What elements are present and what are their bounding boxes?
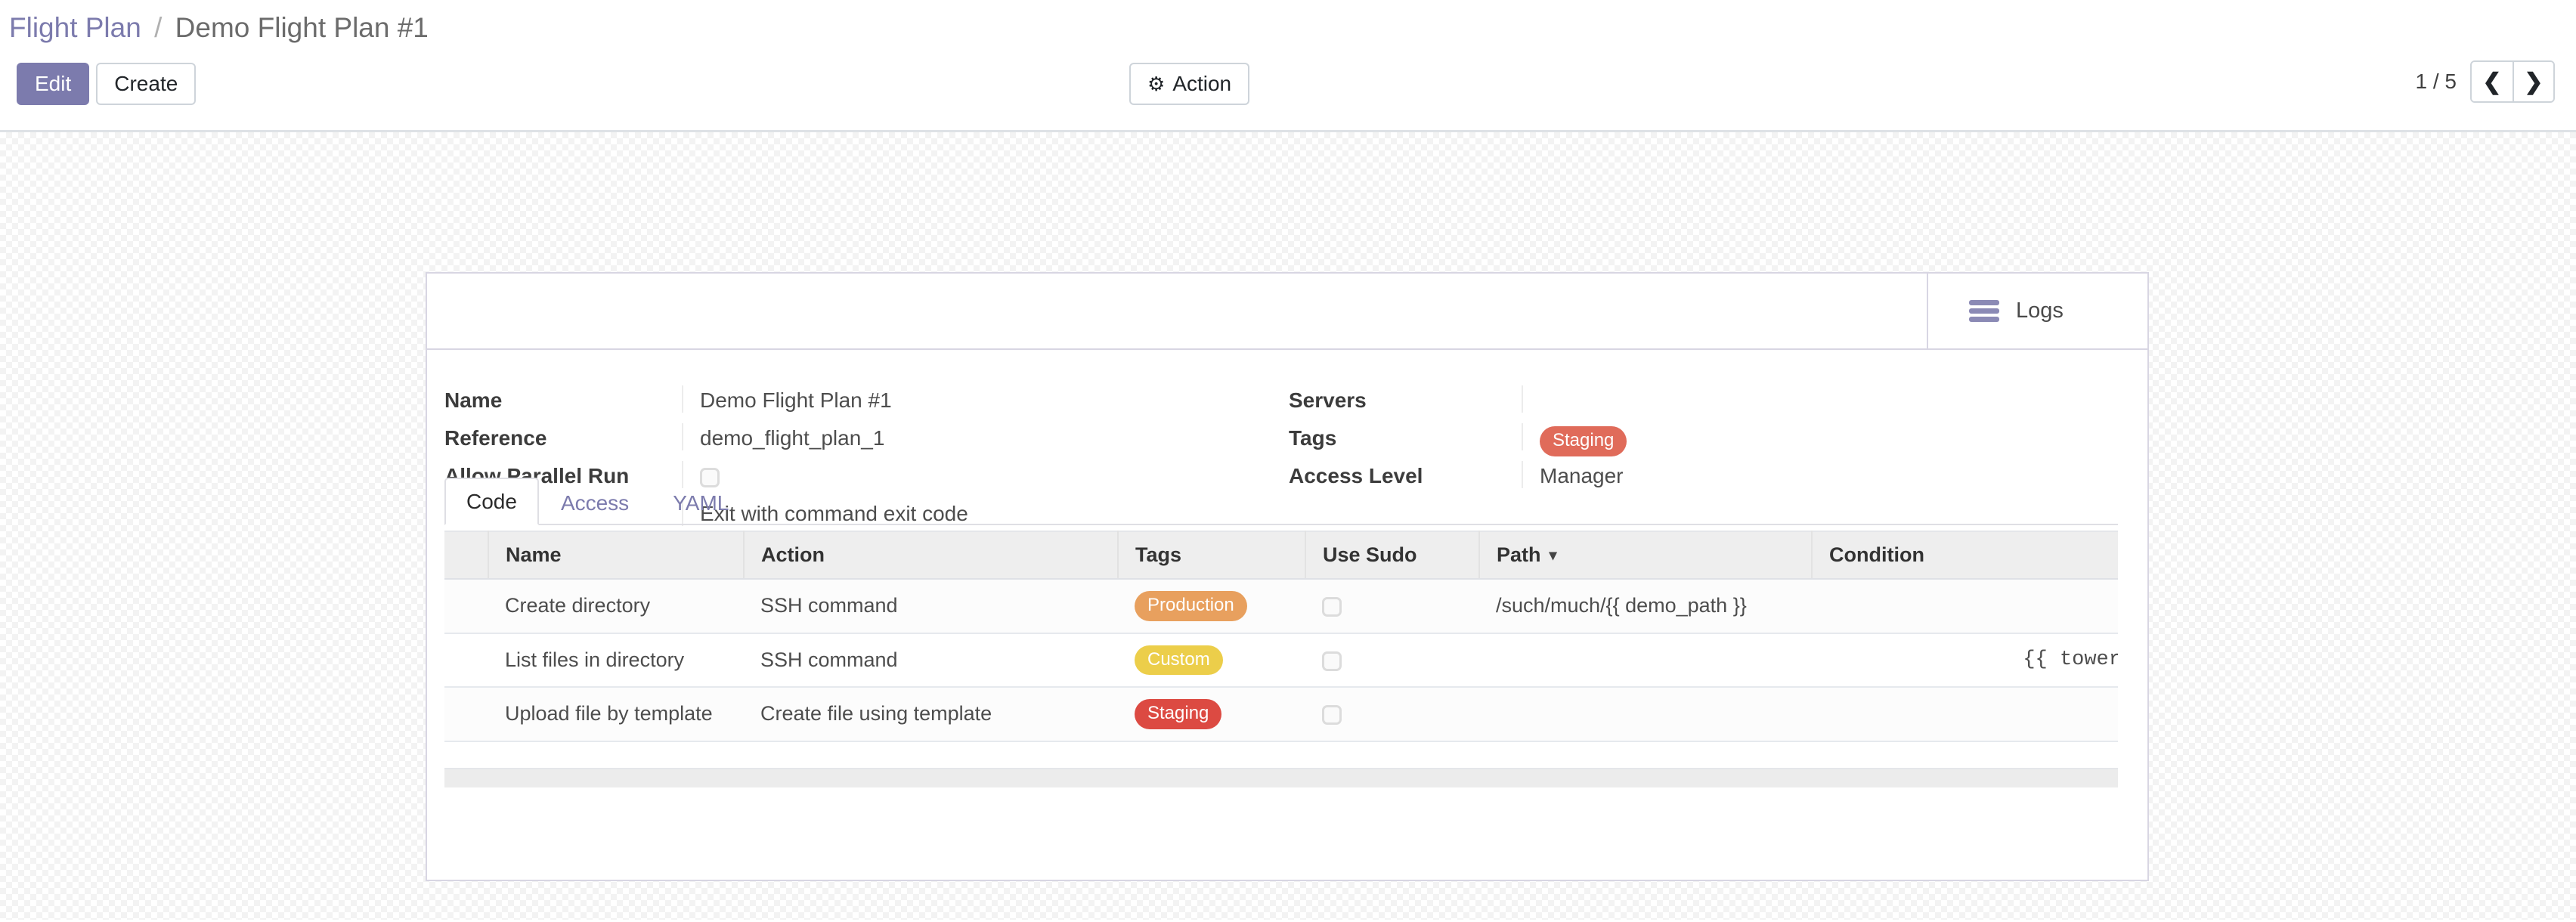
column-header-use-sudo[interactable]: Use Sudo [1305,531,1480,580]
cell-condition [1812,579,2118,634]
field-row-reference: Reference demo_flight_plan_1 [444,423,1215,461]
cell-tags: Staging [1118,687,1305,742]
tab-code[interactable]: Code [444,478,539,525]
row-handle-cell [444,687,488,742]
field-value-allow-parallel-run [683,461,720,488]
field-row-name: Name Demo Flight Plan #1 [444,385,1215,423]
field-label-name: Name [444,385,683,413]
next-record-button[interactable]: ❯ [2513,62,2553,101]
cell-action: SSH command [744,579,1118,634]
field-value-access-level: Manager [1540,464,1624,487]
cell-condition [1812,687,2118,742]
field-row-servers: Servers [1289,385,1969,423]
field-value-on-error: Exit with command exit code [700,502,968,525]
field-label-tags: Tags [1289,423,1523,450]
field-label-access-level: Access Level [1289,461,1523,488]
field-row-access-level: Access Level Manager [1289,461,1969,499]
gear-icon: ⚙ [1147,73,1166,95]
use-sudo-checkbox[interactable] [1322,597,1342,617]
code-lines-table-wrap: Name Action Tags Use Sudo Path ▾ Conditio… [444,531,2118,787]
logs-button-label: Logs [2016,299,2064,323]
field-value-reference: demo_flight_plan_1 [700,426,885,450]
allow-parallel-run-checkbox[interactable] [700,467,720,487]
breadcrumb-current-record: Demo Flight Plan #1 [175,12,429,43]
cell-use-sudo [1305,579,1479,634]
field-value-tags: Staging [1523,423,1627,456]
sheet-header-strip: Logs [427,274,2147,350]
edit-button[interactable]: Edit [17,63,90,105]
cell-path [1479,633,1812,688]
action-menu-button[interactable]: ⚙ Action [1129,63,1250,105]
action-button-wrap: ⚙ Action [1129,63,1250,105]
cell-name: List files in directory [488,633,744,688]
create-button[interactable]: Create [96,63,197,105]
previous-record-button[interactable]: ❮ [2472,62,2513,101]
field-row-tags: Tags Staging [1289,423,1969,461]
breadcrumb-separator: / [154,12,163,43]
form-sheet: Logs Name Demo Flight Plan #1 Reference … [426,272,2149,881]
cell-path: /such/much/{{ demo_path }} [1479,579,1812,634]
cell-use-sudo [1305,687,1479,742]
field-column-right: Servers Tags Staging Access Level Manage… [1289,385,1969,499]
cell-tags: Production [1118,579,1305,634]
control-panel: Flight Plan / Demo Flight Plan #1 Edit C… [0,0,2576,132]
cell-action: Create file using template [744,687,1118,742]
column-header-action[interactable]: Action [744,531,1119,580]
use-sudo-checkbox[interactable] [1322,651,1342,671]
field-area: Name Demo Flight Plan #1 Reference demo_… [427,350,2147,564]
breadcrumb: Flight Plan / Demo Flight Plan #1 [9,12,429,44]
table-header-row: Name Action Tags Use Sudo Path ▾ Conditio… [444,531,2118,580]
record-button-bar: Edit Create [17,63,197,105]
breadcrumb-link-flight-plan[interactable]: Flight Plan [9,12,141,43]
tag-badge-production: Production [1135,591,1247,621]
column-header-condition[interactable]: Condition [1812,531,2118,580]
field-label-servers: Servers [1289,385,1523,413]
cell-use-sudo [1305,633,1479,688]
cell-tags: Custom [1118,633,1305,688]
use-sudo-checkbox[interactable] [1322,705,1342,726]
logs-stat-button[interactable]: Logs [1927,274,2147,348]
field-label-reference: Reference [444,423,683,450]
field-value-name: Demo Flight Plan #1 [700,388,892,412]
table-footer-row [444,767,2118,787]
row-handle-cell [444,633,488,688]
column-header-handle [444,531,489,580]
tab-access[interactable]: Access [560,491,630,515]
action-menu-label: Action [1172,72,1232,95]
code-lines-table: Name Action Tags Use Sudo Path ▾ Conditio… [444,531,2118,742]
record-pager: 1 / 5 ❮ ❯ [2416,60,2555,103]
column-header-tags[interactable]: Tags [1118,531,1306,580]
tag-badge-staging: Staging [1540,426,1627,456]
column-header-path-label: Path [1497,543,1541,566]
cell-action: SSH command [744,633,1118,688]
cell-name: Create directory [488,579,744,634]
cell-condition: {{ tower.server.st [1812,633,2118,688]
row-handle-cell [444,579,488,634]
column-header-name[interactable]: Name [488,531,745,580]
pager-buttons: ❮ ❯ [2470,60,2555,103]
pager-counter: 1 / 5 [2415,70,2457,93]
cell-path [1479,687,1812,742]
hamburger-icon [1969,300,1999,322]
table-row[interactable]: Upload file by template Create file usin… [444,687,2118,742]
table-row[interactable]: Create directory SSH command Production … [444,579,2118,634]
tab-yaml[interactable]: YAML [673,491,729,515]
field-value-servers [1523,385,1540,388]
sort-descending-caret-icon: ▾ [1549,547,1557,564]
page-body: Logs Name Demo Flight Plan #1 Reference … [0,132,2576,920]
cell-name: Upload file by template [488,687,744,742]
tag-badge-staging: Staging [1135,699,1222,729]
column-header-condition-label: Condition [1829,543,1924,566]
column-header-path[interactable]: Path ▾ [1479,531,1813,580]
table-row[interactable]: List files in directory SSH command Cust… [444,633,2118,688]
tag-badge-custom: Custom [1135,645,1223,676]
notebook-tab-strip: Code Access YAML [444,478,2118,525]
